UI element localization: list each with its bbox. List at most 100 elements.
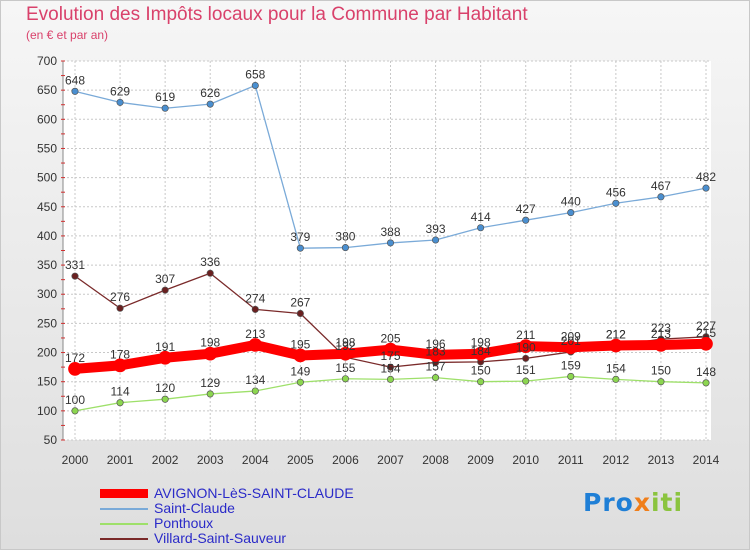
data-label-ponthoux: 129 [200,376,220,390]
legend-item-ponthoux[interactable]: Ponthoux [100,516,354,531]
data-point-ponthoux [296,378,304,386]
data-label-ponthoux: 159 [561,358,581,372]
data-label-saint-claude: 456 [606,185,626,199]
x-tick-label: 2000 [62,453,89,467]
data-label-villard: 227 [696,319,716,333]
logo-part-2: x [633,488,651,517]
data-point-villard [296,309,304,318]
data-point-villard [206,269,214,277]
data-label-villard: 331 [65,258,85,272]
chart-subtitle: (en € et par an) [26,28,109,42]
data-point-avignon [293,348,308,363]
data-point-saint-claude [477,224,485,232]
x-tick-label: 2004 [242,453,269,467]
data-point-saint-claude [567,209,575,217]
y-tick-label: 250 [37,316,57,330]
data-label-avignon: 215 [696,326,716,340]
data-point-ponthoux [612,375,620,383]
data-point-ponthoux [386,375,395,383]
data-point-saint-claude [296,244,304,252]
data-point-villard [522,354,530,362]
logo-part-3: iti [650,488,684,517]
x-tick-label: 2013 [648,453,675,467]
y-tick-label: 650 [37,83,57,97]
data-point-saint-claude [251,81,259,90]
data-label-villard: 192 [335,339,355,353]
data-label-ponthoux: 150 [471,364,491,378]
y-tick-label: 100 [37,404,57,418]
data-point-villard [116,304,124,312]
data-point-villard [161,286,169,294]
data-label-villard: 190 [516,340,536,354]
data-label-ponthoux: 151 [516,363,536,377]
data-point-saint-claude [612,199,620,207]
data-label-saint-claude: 414 [471,210,491,224]
data-label-saint-claude: 626 [200,86,220,100]
data-point-saint-claude [432,236,440,244]
data-label-villard: 212 [606,328,626,342]
plot-background [63,61,711,440]
y-tick-label: 500 [37,171,57,185]
data-point-avignon [383,342,398,357]
x-tick-label: 2007 [377,453,404,467]
data-point-ponthoux [206,390,214,398]
y-tick-label: 550 [37,141,57,155]
x-tick-label: 2006 [332,453,359,467]
data-label-avignon: 198 [335,336,355,350]
data-point-saint-claude [522,216,530,224]
data-point-avignon [158,350,172,365]
data-point-avignon [654,338,668,352]
data-point-avignon [338,346,353,361]
data-point-avignon [699,336,713,351]
data-point-saint-claude [386,239,395,247]
legend-item-villard[interactable]: Villard-Saint-Sauveur [100,531,354,546]
data-label-avignon: 191 [155,340,175,354]
data-point-avignon [563,340,578,355]
data-label-avignon: 196 [426,337,446,351]
x-tick-label: 2010 [512,453,539,467]
legend-swatch-villard [100,537,148,540]
data-label-saint-claude: 380 [335,230,355,244]
data-label-ponthoux: 150 [651,364,671,378]
x-tick-label: 2009 [467,453,494,467]
data-point-avignon [203,346,218,361]
data-label-villard: 276 [110,290,130,304]
y-tick-label: 50 [44,433,58,447]
data-point-ponthoux [657,378,665,386]
data-label-avignon: 198 [200,336,220,350]
data-point-avignon [68,362,82,376]
data-label-avignon: 195 [290,337,310,351]
data-point-ponthoux [567,372,575,380]
data-point-ponthoux [161,395,169,403]
data-label-villard: 184 [471,344,491,358]
data-label-avignon: 213 [651,327,671,341]
data-point-ponthoux [522,377,530,385]
data-label-saint-claude: 388 [380,225,400,239]
legend-label-villard: Villard-Saint-Sauveur [154,530,287,546]
data-point-avignon [113,358,127,373]
legend-item-saint-claude[interactable]: Saint-Claude [100,501,354,516]
data-point-saint-claude [341,244,349,252]
data-point-saint-claude [71,87,79,95]
data-point-ponthoux [477,378,485,386]
data-point-avignon [428,348,443,362]
data-label-ponthoux: 120 [155,381,175,395]
data-label-saint-claude: 658 [245,67,265,81]
data-point-saint-claude [161,104,169,112]
data-label-avignon: 205 [380,332,400,346]
data-point-villard [386,363,395,371]
data-label-saint-claude: 619 [155,90,175,104]
data-point-saint-claude [702,184,710,192]
y-tick-label: 600 [37,112,57,126]
data-point-ponthoux [251,387,259,395]
data-label-saint-claude: 648 [65,73,85,87]
legend-swatch-saint-claude [100,507,148,510]
legend-item-avignon[interactable]: AVIGNON-LèS-SAINT-CLAUDE [100,486,354,501]
data-point-ponthoux [116,399,124,407]
x-tick-label: 2008 [422,453,449,467]
data-label-avignon: 178 [110,347,130,361]
legend-label-ponthoux: Ponthoux [154,515,214,531]
data-label-villard: 223 [651,321,671,335]
data-point-avignon [473,346,488,361]
